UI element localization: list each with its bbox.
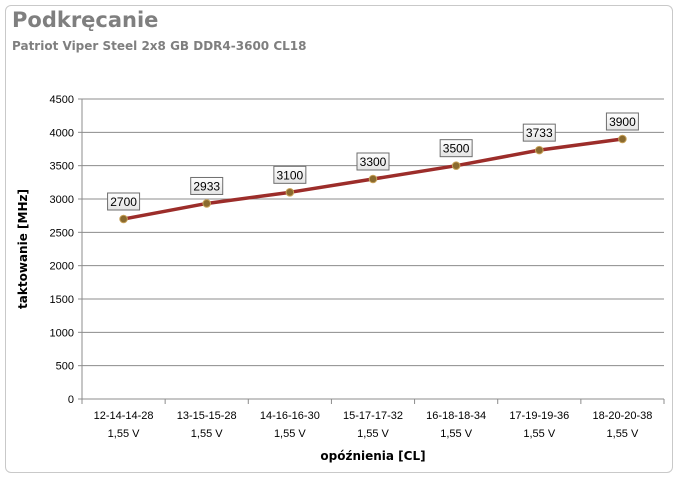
x-tick-label: 17-19-19-36 bbox=[509, 410, 569, 422]
y-tick-label: 3500 bbox=[50, 161, 74, 173]
x-tick-sublabel: 1,55 V bbox=[274, 428, 306, 440]
data-point bbox=[534, 145, 544, 155]
y-tick-label: 2500 bbox=[50, 227, 74, 239]
data-label-box bbox=[107, 192, 141, 211]
data-label: 3733 bbox=[526, 126, 553, 140]
x-tick-sublabel: 1,55 V bbox=[440, 428, 472, 440]
y-tick-label: 1000 bbox=[50, 327, 74, 339]
data-label-box bbox=[356, 152, 390, 171]
data-point bbox=[451, 161, 461, 170]
y-tick-label: 1500 bbox=[50, 294, 74, 306]
data-label-box bbox=[273, 165, 307, 184]
y-tick-label: 3000 bbox=[50, 194, 74, 206]
x-axis-title: opóźnienia [CL] bbox=[320, 449, 425, 463]
y-tick-label: 4000 bbox=[50, 127, 74, 139]
x-tick-label: 16-18-18-34 bbox=[426, 410, 486, 422]
chart-title: Podkręcanie bbox=[12, 8, 159, 32]
x-tick-sublabel: 1,55 V bbox=[607, 428, 639, 440]
x-tick-sublabel: 1,55 V bbox=[523, 428, 555, 440]
data-label: 2933 bbox=[193, 179, 220, 193]
x-tick-sublabel: 1,55 V bbox=[357, 428, 389, 440]
data-point bbox=[618, 134, 627, 144]
x-tick-label: 13-15-15-28 bbox=[177, 410, 237, 422]
data-label: 3500 bbox=[443, 142, 470, 156]
data-point bbox=[368, 174, 378, 184]
data-label-box bbox=[522, 123, 556, 142]
y-tick-label: 4500 bbox=[50, 94, 74, 106]
x-tick-sublabel: 1,55 V bbox=[191, 428, 223, 440]
x-tick-label: 14-16-16-30 bbox=[260, 410, 320, 422]
chart-subtitle: Patriot Viper Steel 2x8 GB DDR4-3600 CL1… bbox=[12, 39, 307, 53]
data-label: 3900 bbox=[609, 115, 636, 129]
x-tick-label: 12-14-14-28 bbox=[94, 410, 154, 422]
x-tick-sublabel: 1,55 V bbox=[108, 428, 140, 440]
y-axis-title: taktowanie [MHz] bbox=[16, 189, 30, 309]
data-point bbox=[119, 214, 128, 224]
data-label: 3100 bbox=[277, 168, 304, 182]
data-point bbox=[202, 199, 212, 208]
y-tick-label: 500 bbox=[56, 361, 74, 373]
y-tick-label: 2000 bbox=[50, 261, 74, 273]
x-tick-label: 18-20-20-38 bbox=[592, 410, 652, 422]
chart-frame bbox=[5, 5, 673, 473]
x-tick-label: 15-17-17-32 bbox=[343, 410, 403, 422]
data-label-box bbox=[439, 139, 473, 158]
data-label: 3300 bbox=[360, 155, 387, 169]
data-label: 2700 bbox=[110, 195, 137, 209]
data-label-box bbox=[605, 112, 639, 131]
y-tick-label: 0 bbox=[68, 394, 74, 406]
data-label-box bbox=[190, 176, 224, 195]
data-point bbox=[285, 188, 295, 197]
